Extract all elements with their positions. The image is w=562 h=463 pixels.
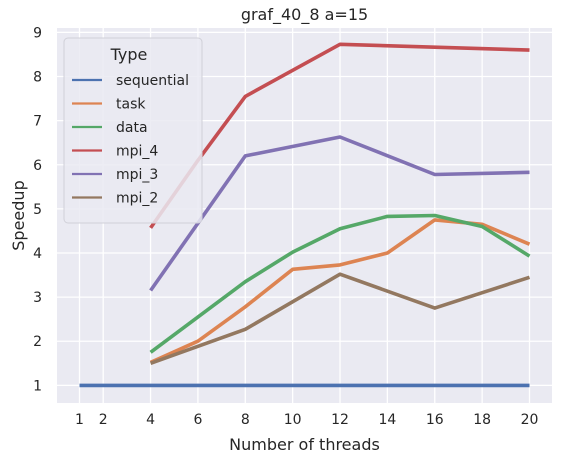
legend-label-data: data — [116, 120, 148, 136]
legend-title: Type — [110, 45, 148, 64]
x-tick-label: 18 — [473, 412, 491, 428]
x-axis-ticks: 1 2 4 6 8 10 12 14 16 18 20 — [75, 412, 538, 428]
x-tick-label: 1 — [75, 412, 84, 428]
series-line-mpi_2 — [149, 272, 531, 365]
legend-label-sequential: sequential — [116, 73, 189, 89]
legend-label-mpi_4: mpi_4 — [116, 144, 158, 160]
x-tick-label: 12 — [331, 412, 349, 428]
legend-label-mpi_2: mpi_2 — [116, 191, 158, 207]
legend-label-task: task — [116, 97, 146, 113]
chart-title: graf_40_8 a=15 — [241, 5, 368, 25]
x-tick-label: 8 — [241, 412, 250, 428]
y-tick-label: 2 — [33, 334, 42, 350]
x-tick-label: 10 — [284, 412, 302, 428]
y-axis-ticks: 1 2 3 4 5 6 7 8 9 — [33, 25, 42, 394]
x-tick-label: 6 — [193, 412, 202, 428]
y-tick-label: 3 — [33, 290, 42, 306]
y-tick-label: 1 — [33, 378, 42, 394]
y-tick-label: 5 — [33, 202, 42, 218]
legend: Type sequential task data mpi_4 mpi_3 mpi_2 — [63, 37, 203, 224]
x-tick-label: 20 — [521, 412, 539, 428]
legend-box — [63, 37, 203, 224]
x-tick-label: 16 — [426, 412, 444, 428]
x-tick-label: 14 — [378, 412, 396, 428]
y-tick-label: 4 — [33, 246, 42, 262]
y-tick-label: 6 — [33, 158, 42, 174]
series-line-mpi_3 — [149, 135, 530, 292]
x-tick-label: 2 — [99, 412, 108, 428]
y-tick-label: 7 — [33, 114, 42, 130]
y-tick-label: 9 — [33, 25, 42, 41]
legend-label-mpi_3: mpi_3 — [116, 167, 158, 183]
x-axis-label: Number of threads — [229, 435, 380, 454]
x-tick-label: 4 — [146, 412, 155, 428]
series-line-data — [149, 213, 531, 354]
y-axis-label: Speedup — [9, 180, 28, 250]
y-tick-label: 8 — [33, 70, 42, 86]
